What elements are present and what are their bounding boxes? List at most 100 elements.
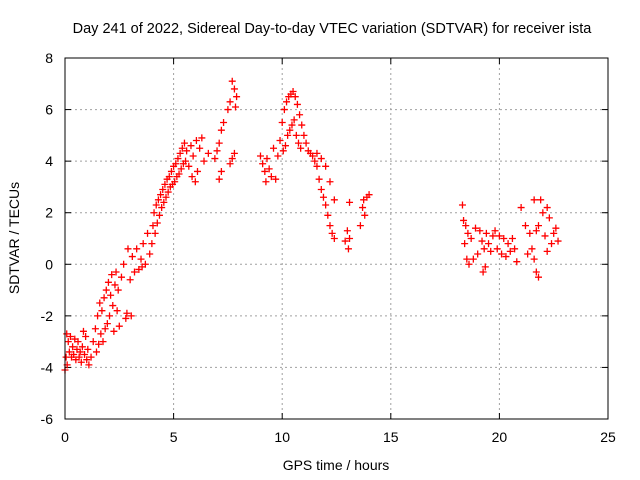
data-point	[365, 191, 373, 199]
data-point	[508, 235, 516, 242]
x-tick-label: 0	[61, 429, 69, 445]
data-point	[211, 155, 219, 163]
data-point	[479, 268, 487, 276]
data-point	[91, 325, 99, 333]
data-point	[192, 137, 200, 145]
data-point	[64, 338, 72, 346]
data-point	[476, 227, 484, 235]
data-point	[482, 229, 490, 237]
data-point	[83, 356, 91, 364]
data-point	[82, 332, 90, 340]
data-point	[189, 152, 197, 160]
data-point	[84, 345, 92, 353]
data-point	[359, 204, 367, 212]
data-point	[498, 250, 506, 258]
data-point	[262, 178, 270, 186]
data-point	[69, 343, 77, 351]
data-point	[530, 196, 538, 204]
data-point	[74, 338, 82, 346]
data-point	[77, 358, 85, 366]
y-axis-label: SDTVAR / TECUs	[6, 182, 22, 294]
data-point	[463, 255, 471, 263]
data-point	[139, 240, 147, 248]
data-point	[493, 245, 501, 253]
data-point	[360, 196, 368, 204]
data-point	[528, 245, 536, 253]
data-point	[502, 253, 510, 261]
data-point	[85, 361, 93, 369]
data-point	[75, 353, 83, 361]
data-point	[217, 167, 225, 175]
data-point	[297, 144, 305, 152]
data-point	[315, 175, 323, 183]
data-point	[120, 260, 128, 268]
data-point	[341, 237, 349, 245]
data-point	[324, 211, 332, 219]
data-point	[322, 162, 330, 170]
data-point	[102, 286, 110, 294]
data-point	[326, 222, 334, 230]
data-point	[317, 155, 325, 163]
data-point	[344, 245, 352, 253]
x-tick-label: 25	[600, 429, 616, 445]
data-point	[182, 157, 190, 165]
data-point	[226, 98, 234, 106]
data-point	[534, 273, 542, 281]
data-point	[126, 276, 134, 284]
x-tick-label: 20	[492, 429, 508, 445]
plot-frame	[64, 57, 609, 420]
data-point	[70, 351, 78, 359]
data-point	[346, 198, 354, 206]
data-point	[270, 144, 278, 152]
data-point	[472, 224, 480, 232]
data-point	[467, 235, 475, 242]
data-point	[469, 255, 477, 263]
data-point	[131, 268, 139, 276]
data-point	[158, 204, 166, 212]
data-point	[152, 201, 160, 209]
data-point	[289, 88, 297, 96]
data-point	[291, 93, 299, 101]
data-point	[504, 240, 512, 248]
data-point	[524, 250, 532, 258]
data-point	[104, 278, 112, 286]
data-point	[330, 235, 338, 242]
data-point	[79, 327, 87, 335]
data-point	[224, 106, 232, 114]
data-point	[228, 155, 236, 163]
data-point	[330, 196, 338, 204]
data-point	[165, 173, 173, 181]
data-point	[149, 222, 157, 230]
data-point	[151, 229, 159, 237]
data-point	[100, 294, 108, 302]
data-point	[489, 232, 497, 240]
data-point	[196, 144, 204, 152]
data-point	[313, 162, 321, 170]
y-tick-label: 8	[45, 50, 53, 66]
x-tick-label: 10	[274, 429, 290, 445]
y-tick-label: 0	[45, 256, 53, 272]
data-point	[526, 229, 534, 237]
x-axis-label: GPS time / hours	[283, 457, 390, 473]
data-point	[517, 204, 525, 212]
data-point	[302, 139, 310, 147]
data-point	[256, 152, 264, 160]
data-point	[180, 139, 188, 147]
data-point	[328, 229, 336, 237]
data-point	[146, 250, 154, 258]
data-point	[106, 312, 114, 320]
data-point	[298, 121, 306, 129]
data-point	[513, 258, 521, 266]
data-point	[148, 240, 156, 248]
data-point	[343, 227, 351, 235]
data-point	[550, 229, 558, 237]
data-point	[313, 149, 321, 157]
data-point	[228, 77, 236, 85]
data-point	[491, 227, 499, 235]
data-point	[294, 139, 302, 147]
data-point	[99, 338, 107, 346]
data-point	[346, 235, 354, 242]
data-point	[153, 219, 161, 227]
data-point	[506, 247, 514, 255]
